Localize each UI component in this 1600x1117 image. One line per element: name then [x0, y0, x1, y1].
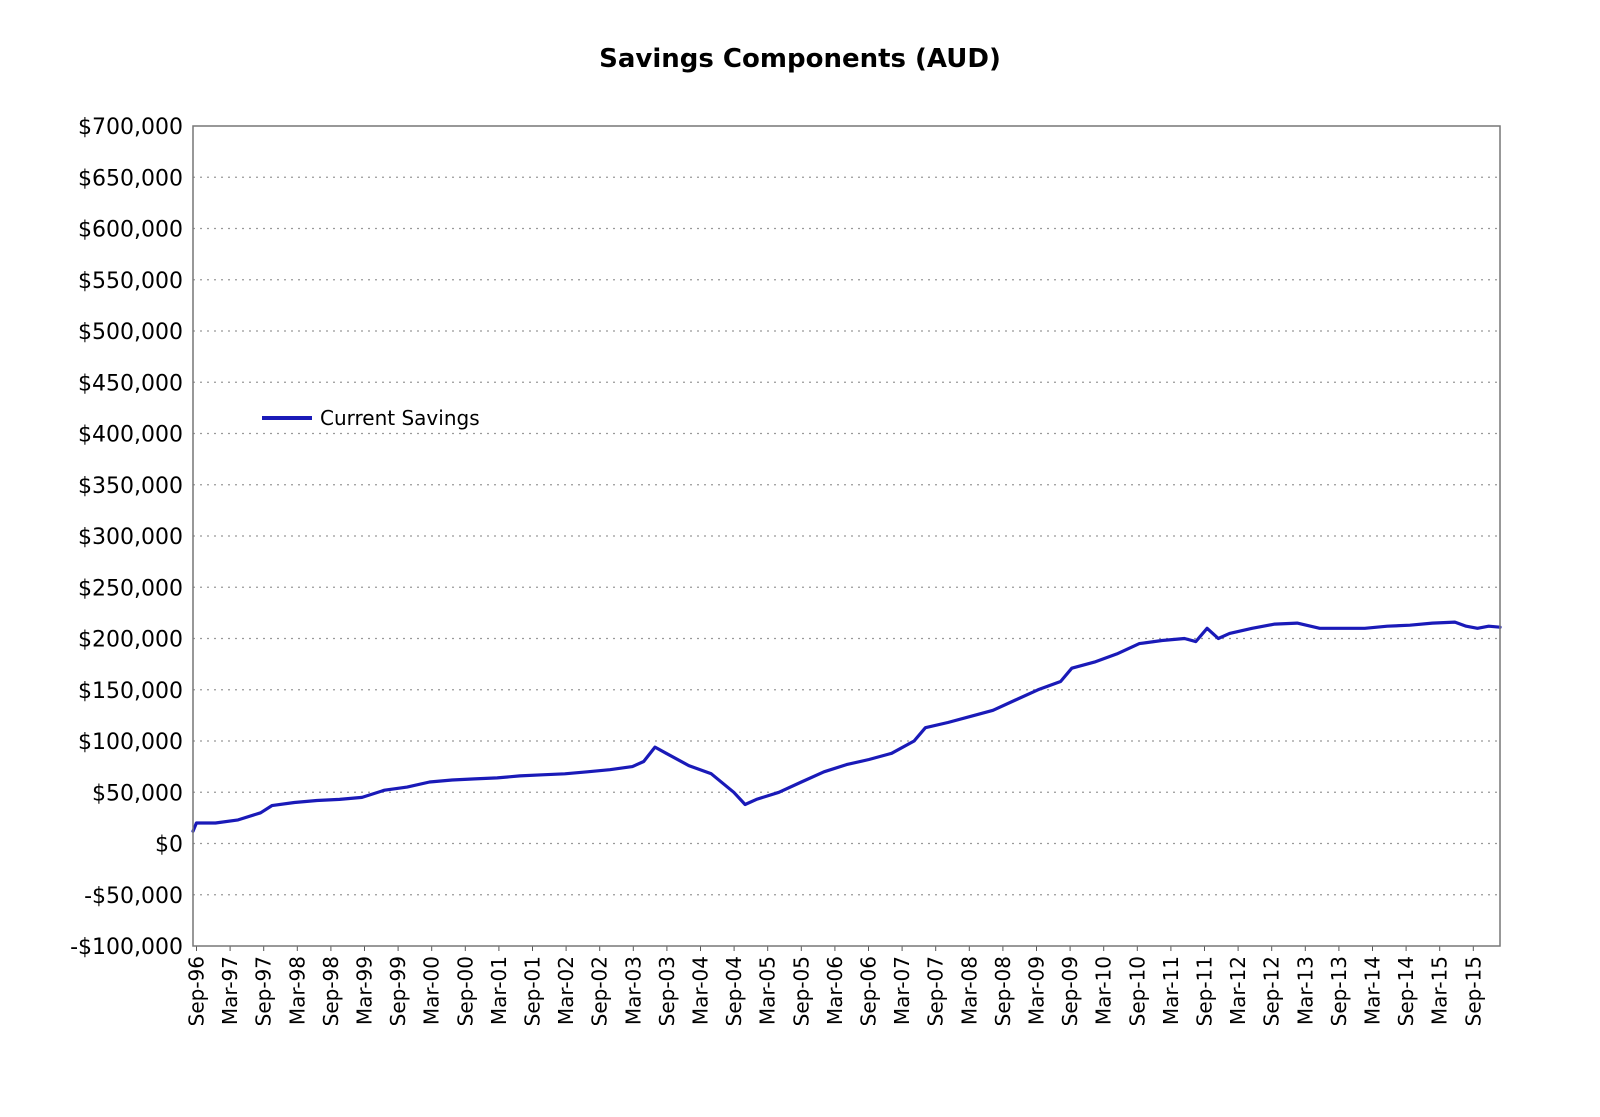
- x-tick-label: Sep-08: [991, 956, 1015, 1026]
- y-tick-label: $100,000: [78, 730, 183, 755]
- chart-title: Savings Components (AUD): [599, 44, 1001, 74]
- legend-label: Current Savings: [320, 406, 480, 430]
- y-tick-label: $350,000: [78, 474, 183, 499]
- y-tick-label: $600,000: [78, 218, 183, 243]
- x-tick-label: Sep-14: [1394, 956, 1418, 1026]
- x-tick-label: Sep-96: [185, 956, 209, 1026]
- x-tick-label: Sep-03: [655, 956, 679, 1026]
- x-tick-label: Mar-00: [420, 956, 444, 1025]
- y-tick-label: -$50,000: [84, 884, 183, 909]
- x-tick-label: Sep-15: [1461, 956, 1485, 1026]
- x-tick-label: Sep-11: [1193, 956, 1217, 1026]
- x-tick-label: Mar-01: [487, 956, 511, 1025]
- series-line: [191, 620, 1502, 833]
- x-tick-label: Sep-99: [386, 956, 410, 1026]
- x-tick-label: Sep-06: [857, 956, 881, 1026]
- x-tick-label: Mar-13: [1293, 956, 1317, 1025]
- y-tick-label: $250,000: [78, 576, 183, 601]
- x-tick-label: Mar-09: [1025, 956, 1049, 1025]
- plot-border: [192, 125, 1501, 947]
- x-tick-label: Mar-02: [554, 956, 578, 1025]
- y-tick-label: $150,000: [78, 679, 183, 704]
- y-tick-label: $550,000: [78, 269, 183, 294]
- x-tick-label: Mar-14: [1361, 956, 1385, 1025]
- x-tick-label: Mar-08: [957, 956, 981, 1025]
- x-tick-label: Sep-05: [789, 956, 813, 1026]
- x-tick-label: Mar-97: [218, 956, 242, 1025]
- x-tick-label: Sep-02: [588, 956, 612, 1026]
- y-tick-label: $500,000: [78, 320, 183, 345]
- y-tick-label: -$100,000: [70, 935, 183, 960]
- y-tick-label: $0: [155, 833, 183, 858]
- x-tick-label: Mar-07: [890, 956, 914, 1025]
- y-tick-label: $650,000: [78, 166, 183, 191]
- y-tick-label: $700,000: [78, 115, 183, 140]
- x-tick-label: Sep-01: [521, 956, 545, 1026]
- x-tick-label: Mar-98: [285, 956, 309, 1025]
- x-tick-label: Sep-10: [1125, 956, 1149, 1026]
- x-tick-label: Sep-00: [453, 956, 477, 1026]
- x-tick-label: Sep-09: [1058, 956, 1082, 1026]
- x-tick-label: Mar-05: [756, 956, 780, 1025]
- x-tick-label: Mar-04: [689, 956, 713, 1025]
- x-tick-label: Sep-07: [924, 956, 948, 1026]
- x-tick-label: Mar-15: [1428, 956, 1452, 1025]
- x-tick-label: Sep-13: [1327, 956, 1351, 1026]
- y-tick-label: $450,000: [78, 371, 183, 396]
- x-tick-label: Mar-10: [1092, 956, 1116, 1025]
- x-tick-label: Mar-11: [1159, 956, 1183, 1025]
- y-tick-label: $400,000: [78, 423, 183, 448]
- x-tick-label: Mar-06: [823, 956, 847, 1025]
- y-tick-label: $50,000: [92, 781, 183, 806]
- x-tick-label: Sep-98: [319, 956, 343, 1026]
- x-tick-label: Sep-97: [252, 956, 276, 1026]
- x-tick-label: Sep-12: [1260, 956, 1284, 1026]
- y-tick-label: $200,000: [78, 628, 183, 653]
- x-tick-label: Sep-04: [722, 956, 746, 1026]
- x-tick-label: Mar-03: [621, 956, 645, 1025]
- y-tick-label: $300,000: [78, 525, 183, 550]
- x-tick-label: Mar-12: [1226, 956, 1250, 1025]
- x-tick-label: Mar-99: [353, 956, 377, 1025]
